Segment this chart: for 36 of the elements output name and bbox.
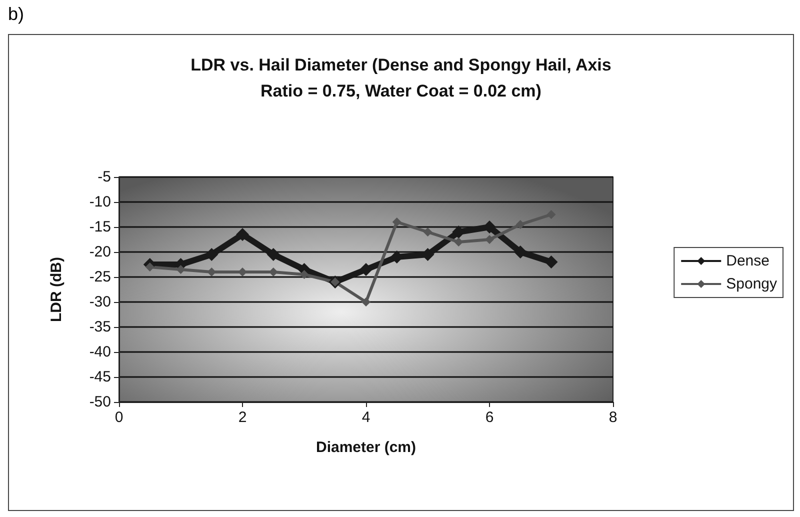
point <box>236 228 249 241</box>
y-tick-label: -40 <box>89 344 111 360</box>
y-tick-label: -15 <box>89 218 111 236</box>
point <box>485 235 494 244</box>
point <box>360 263 372 276</box>
point <box>516 220 525 229</box>
point <box>300 270 309 279</box>
y-tick-label: -20 <box>89 244 111 260</box>
y-axis-title: LDR (dB) <box>48 257 65 322</box>
point <box>176 265 186 274</box>
point <box>145 262 154 272</box>
point <box>205 248 218 261</box>
point <box>392 218 402 226</box>
legend-label: Dense <box>726 252 770 270</box>
chart-title: LDR vs. Hail Diameter (Dense and Spongy Hail, Axis Ratio = 0.75, Water Coat = 0.02 cm) <box>190 56 612 100</box>
x-tick-label: 4 <box>362 409 370 426</box>
y-tick-label: -35 <box>89 318 111 336</box>
y-tick-label: -25 <box>89 268 111 286</box>
y-tick-label: -50 <box>89 394 111 410</box>
point <box>266 248 280 261</box>
text: b) <box>8 4 24 25</box>
x-tick-label: 0 <box>114 409 124 426</box>
y-tick-label: -30 <box>89 294 111 310</box>
point <box>362 298 370 306</box>
y-tick-label: -10 <box>89 194 111 210</box>
x-tick-label: 8 <box>608 409 618 426</box>
y-tick-label: -5 <box>98 168 111 186</box>
y-tick-label: -45 <box>89 368 111 386</box>
point <box>544 256 558 268</box>
x-tick-label: 2 <box>238 409 247 426</box>
point <box>423 228 432 236</box>
legend-label: Spongy <box>726 276 778 292</box>
point <box>514 246 527 258</box>
x-tick-label: 6 <box>485 409 494 426</box>
x-axis-title: Diameter (cm) <box>316 439 416 456</box>
point <box>546 210 556 219</box>
